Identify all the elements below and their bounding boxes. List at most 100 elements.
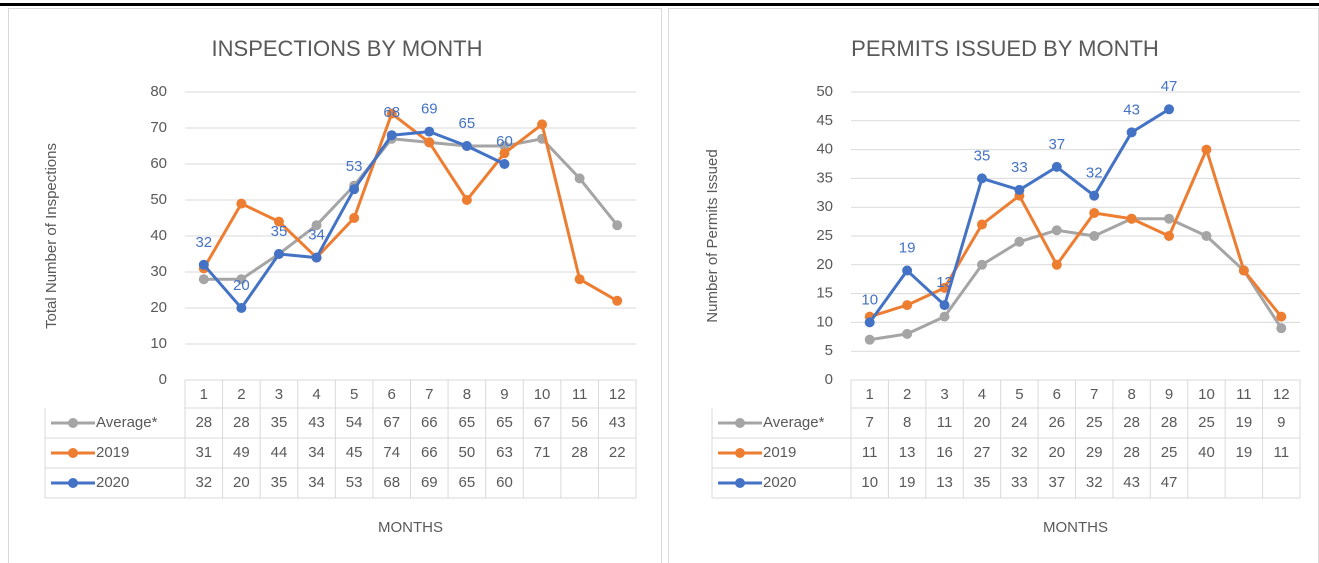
point	[1201, 231, 1212, 241]
table-cell: 19	[899, 474, 916, 491]
data-label: 47	[1161, 78, 1178, 95]
point	[236, 303, 247, 313]
table-cell: 37	[1048, 474, 1065, 491]
point	[902, 328, 913, 339]
legend-marker	[68, 418, 78, 428]
point	[1126, 213, 1137, 224]
point	[1089, 190, 1100, 201]
table-cell: 28	[571, 444, 588, 461]
x-tick-label: 12	[609, 386, 626, 403]
table-cell: 29	[1086, 444, 1103, 461]
point	[612, 220, 623, 231]
legend-marker	[735, 478, 745, 488]
table-cell: 43	[609, 414, 626, 431]
table-cell: 44	[271, 444, 288, 461]
table-cell: 26	[1048, 414, 1065, 431]
point	[864, 317, 875, 328]
point	[939, 300, 950, 311]
point	[1089, 231, 1100, 241]
series-line	[869, 148, 1283, 319]
table-cell: 32	[1086, 474, 1103, 491]
legend-label: Average*	[96, 414, 158, 431]
data-label: 10	[861, 291, 878, 308]
table-cell: 11	[937, 414, 953, 431]
series-line	[203, 137, 619, 281]
point	[461, 195, 472, 205]
point	[198, 259, 209, 270]
x-tick-label: 3	[275, 386, 283, 403]
table-cell: 34	[308, 474, 325, 491]
point	[939, 282, 950, 293]
data-label: 19	[899, 240, 916, 257]
table-cell: 43	[308, 414, 325, 431]
point	[976, 219, 987, 230]
table-cell: 40	[1198, 444, 1215, 461]
x-tick-label: 8	[1127, 386, 1135, 403]
table-cell: 20	[974, 414, 991, 431]
table-cell: 28	[1123, 444, 1140, 461]
point	[198, 274, 209, 285]
table-cell: 45	[346, 444, 363, 461]
point	[424, 137, 435, 148]
table-cell: 74	[383, 444, 400, 461]
data-label: 69	[421, 101, 438, 118]
point	[273, 216, 284, 227]
table-cell: 22	[609, 444, 626, 461]
y-tick-label: 50	[816, 83, 833, 100]
y-tick-label: 50	[150, 191, 167, 208]
point	[574, 173, 585, 184]
point	[236, 274, 247, 285]
legend-label: 2019	[96, 444, 129, 461]
point	[311, 220, 322, 231]
table-cell: 11	[862, 444, 878, 461]
point	[902, 265, 913, 276]
table-cell: 25	[1161, 444, 1178, 461]
point	[386, 108, 397, 119]
y-tick-label: 15	[816, 285, 833, 302]
table-cell: 10	[861, 474, 878, 491]
table-cell: 63	[496, 444, 513, 461]
y-tick-label: 20	[816, 256, 833, 273]
x-tick-label: 5	[1015, 386, 1023, 403]
data-label: 13	[936, 274, 953, 291]
point	[1051, 259, 1062, 270]
table-cell: 19	[1236, 444, 1253, 461]
table-cell: 65	[459, 474, 476, 491]
y-tick-label: 45	[816, 112, 833, 129]
top-rule	[0, 3, 1319, 6]
point	[1126, 127, 1137, 138]
data-label: 37	[1048, 136, 1065, 153]
point	[349, 213, 360, 223]
data-label: 20	[233, 277, 250, 294]
table-cell: 68	[383, 474, 400, 491]
table-cell: 28	[1123, 414, 1140, 431]
legend-marker	[735, 418, 745, 428]
table-cell: 19	[1236, 414, 1253, 431]
data-label: 35	[271, 223, 288, 240]
x-tick-label: 9	[1165, 386, 1173, 403]
chart-title: PERMITS ISSUED BY MONTH	[851, 36, 1159, 61]
table-cell: 9	[1277, 414, 1285, 431]
table-cell: 25	[1086, 414, 1103, 431]
table-cell: 65	[459, 414, 476, 431]
point	[976, 173, 987, 184]
table-cell: 35	[271, 474, 288, 491]
point	[574, 274, 585, 285]
legend-label: 2019	[763, 444, 796, 461]
data-label: 53	[346, 158, 363, 175]
x-tick-label: 6	[1053, 386, 1061, 403]
table-cell: 11	[1274, 444, 1290, 461]
x-tick-label: 9	[500, 386, 508, 403]
table-cell: 66	[421, 444, 438, 461]
point	[976, 259, 987, 270]
x-tick-label: 4	[312, 386, 320, 403]
table-cell: 28	[195, 414, 212, 431]
y-tick-label: 30	[816, 198, 833, 215]
table-cell: 49	[233, 444, 250, 461]
point	[1014, 236, 1025, 247]
y-tick-label: 25	[816, 227, 833, 244]
point	[1164, 231, 1175, 241]
table-cell: 33	[1011, 474, 1028, 491]
chart-title: INSPECTIONS BY MONTH	[212, 36, 483, 61]
